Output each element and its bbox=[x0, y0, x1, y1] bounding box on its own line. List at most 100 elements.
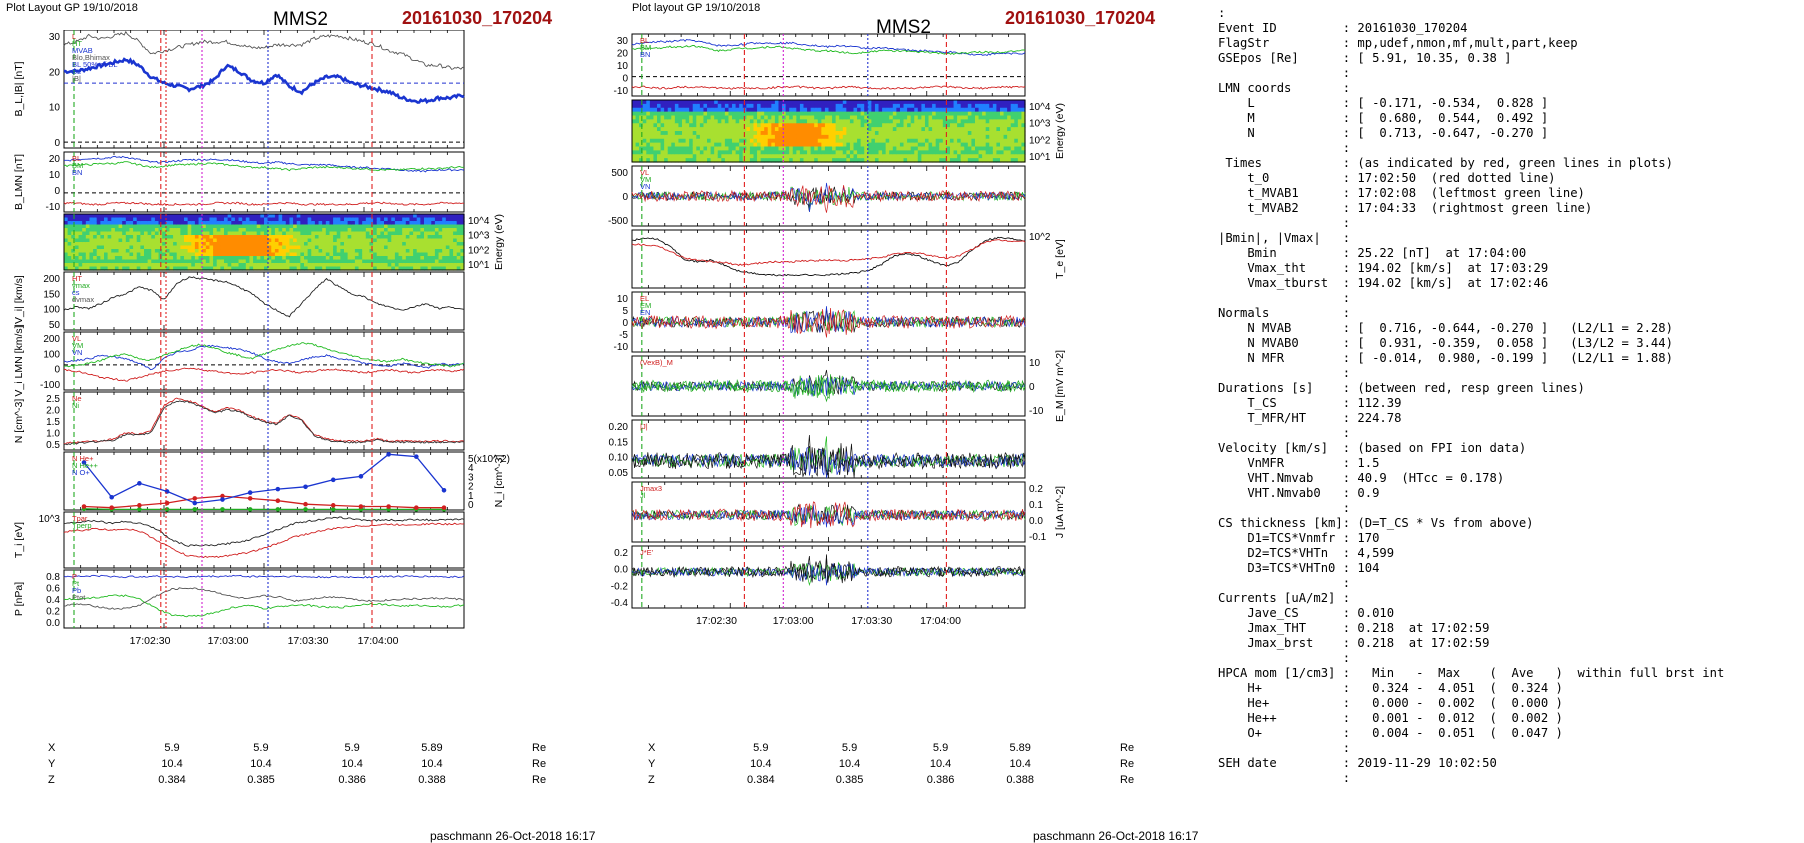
spectrogram-cell bbox=[649, 123, 655, 128]
spectrogram-cell bbox=[710, 111, 715, 117]
spectrogram-cell bbox=[100, 235, 105, 240]
spectrogram-cell bbox=[249, 259, 254, 264]
spectrogram-cell bbox=[753, 154, 758, 159]
spectrogram-cell bbox=[351, 256, 356, 261]
spectrogram-cell bbox=[807, 103, 812, 109]
spectrogram-cell bbox=[96, 256, 101, 261]
spectrogram-cell bbox=[358, 228, 363, 233]
spectrogram-cell bbox=[209, 245, 214, 250]
spectrogram-cell bbox=[209, 249, 214, 254]
spectrogram-cell bbox=[971, 134, 976, 140]
spectrogram-cell bbox=[853, 134, 858, 140]
spectrogram-cell bbox=[333, 245, 338, 250]
spectrogram-cell bbox=[767, 107, 772, 113]
info-line: : bbox=[1218, 501, 1351, 515]
spectrogram-cell bbox=[899, 158, 905, 163]
spectrogram-cell bbox=[817, 100, 822, 105]
spectrogram-cell bbox=[721, 119, 726, 124]
spectrogram-cell bbox=[144, 238, 149, 243]
spectrogram-cell bbox=[953, 119, 958, 124]
spectrogram-cell bbox=[749, 158, 755, 163]
spectrogram-cell bbox=[213, 266, 218, 271]
spectrogram-cell bbox=[985, 103, 990, 109]
spectrogram-cell bbox=[835, 115, 840, 120]
spectrogram-cell bbox=[169, 252, 174, 257]
spectrogram-cell bbox=[136, 242, 141, 247]
spectrogram-cell bbox=[642, 127, 647, 132]
spectrogram-cell bbox=[354, 238, 360, 243]
spectrogram-cell bbox=[391, 256, 396, 261]
spectrogram-cell bbox=[274, 228, 280, 233]
spectrogram-cell bbox=[649, 146, 655, 151]
spectrogram-cell bbox=[814, 131, 819, 136]
spectrogram-cell bbox=[136, 228, 141, 233]
spectrogram-cell bbox=[824, 134, 830, 140]
spectrogram-cell bbox=[285, 228, 291, 233]
spectrogram-cell bbox=[917, 107, 922, 113]
spectrogram-cell bbox=[996, 100, 1001, 105]
spectrogram-cell bbox=[707, 150, 712, 155]
spectrogram-cell bbox=[982, 103, 987, 109]
spectrogram-cell bbox=[857, 111, 862, 117]
spectrogram-cell bbox=[376, 224, 381, 229]
spectrogram-cell bbox=[953, 150, 958, 155]
spectrogram-cell bbox=[742, 119, 747, 124]
spectrogram-cell bbox=[857, 146, 862, 151]
spectrogram-cell bbox=[657, 100, 662, 105]
info-line: He+ : 0.000 - 0.002 ( 0.000 ) bbox=[1218, 696, 1563, 710]
spectrogram-cell bbox=[453, 249, 458, 254]
spectrogram-cell bbox=[449, 242, 454, 247]
spectrogram-cell bbox=[810, 107, 815, 113]
spectrogram-cell bbox=[300, 217, 305, 222]
spectrogram-cell bbox=[739, 146, 744, 151]
spectrogram-cell bbox=[176, 252, 181, 257]
spectrogram-cell bbox=[782, 107, 787, 113]
spectrogram-cell bbox=[803, 107, 808, 113]
spectrogram-cell bbox=[946, 111, 951, 117]
spectrogram-cell bbox=[231, 235, 236, 240]
spectrogram-cell bbox=[753, 103, 758, 109]
spectrogram-cell bbox=[336, 238, 341, 243]
spectrogram-cell bbox=[1021, 158, 1026, 163]
spectrogram-cell bbox=[660, 142, 665, 148]
spectrogram-cell bbox=[639, 142, 644, 148]
spectrogram-cell bbox=[114, 217, 120, 222]
spectrogram-cell bbox=[373, 263, 378, 268]
spectrogram-cell bbox=[329, 221, 334, 226]
spectrogram-cell bbox=[953, 131, 958, 136]
spectrogram-cell bbox=[810, 119, 815, 124]
spectrogram-cell bbox=[460, 256, 465, 261]
spectrogram-cell bbox=[213, 235, 218, 240]
spectrogram-cell bbox=[803, 131, 808, 136]
spectrogram-cell bbox=[267, 249, 272, 254]
spectrogram-cell bbox=[118, 214, 123, 219]
spectrogram-cell bbox=[749, 150, 755, 155]
data-point bbox=[330, 503, 336, 508]
spectrogram-cell bbox=[985, 100, 990, 105]
spectrogram-cell bbox=[314, 221, 320, 226]
spectrogram-cell bbox=[64, 252, 69, 257]
spectrogram-cell bbox=[318, 242, 323, 247]
spectrogram-cell bbox=[732, 111, 737, 117]
spectrogram-cell bbox=[717, 127, 722, 132]
spectrogram-cell bbox=[732, 127, 737, 132]
spectrogram-cell bbox=[992, 115, 998, 120]
spectrogram-cell bbox=[144, 242, 149, 247]
spectrogram-cell bbox=[896, 100, 901, 105]
spectrogram-cell bbox=[853, 138, 858, 144]
y-tick-label: 200 bbox=[43, 334, 60, 345]
spectrogram-cell bbox=[445, 224, 451, 229]
spectrogram-cell bbox=[205, 242, 211, 247]
spectrogram-cell bbox=[300, 249, 305, 254]
info-line: CS thickness [km]: (D=T_CS * Vs from abo… bbox=[1218, 516, 1534, 530]
spectrogram-cell bbox=[696, 154, 701, 159]
spectrogram-cell bbox=[635, 131, 640, 136]
y-tick-label: 0.5 bbox=[46, 440, 60, 451]
spectrogram-cell bbox=[735, 158, 740, 163]
y-tick-label: 20 bbox=[49, 67, 61, 78]
spectrogram-cell bbox=[774, 134, 780, 140]
spectrogram-cell bbox=[749, 142, 755, 148]
spectrogram-cell bbox=[949, 154, 955, 159]
spectrogram-cell bbox=[449, 228, 454, 233]
